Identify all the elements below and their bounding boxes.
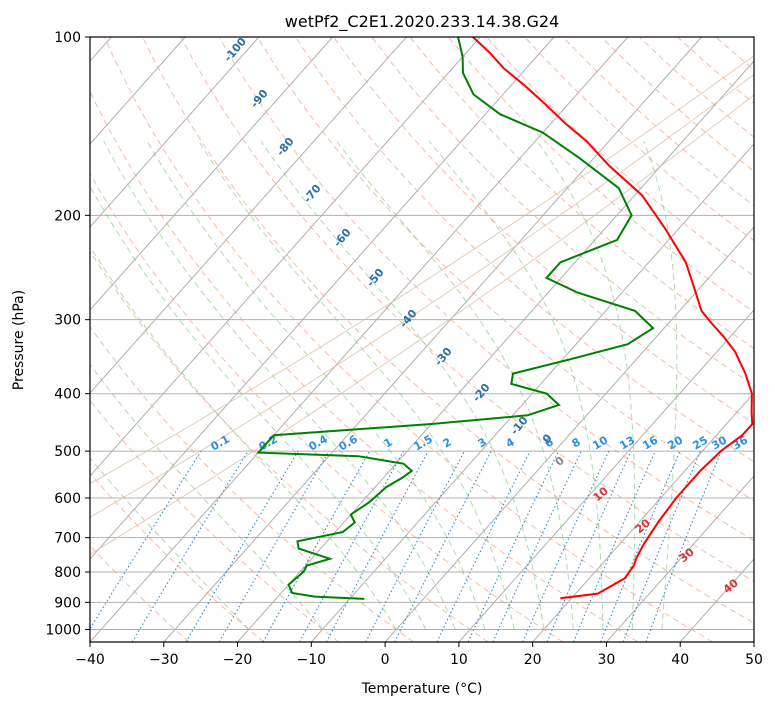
x-tick-label: −40 xyxy=(75,652,105,668)
x-axis-label: Temperature (°C) xyxy=(361,681,483,697)
x-tick-label: 10 xyxy=(450,652,468,668)
y-axis-label: Pressure (hPa) xyxy=(11,290,27,390)
y-tick-label: 300 xyxy=(54,313,81,329)
y-tick-label: 100 xyxy=(54,30,81,46)
x-tick-label: 50 xyxy=(745,652,763,668)
y-tick-label: 700 xyxy=(54,531,81,547)
x-tick-label: −20 xyxy=(223,652,253,668)
y-tick-label: 600 xyxy=(54,491,81,507)
y-tick-label: 1000 xyxy=(45,622,81,638)
x-tick-label: −10 xyxy=(297,652,327,668)
x-tick-label: −30 xyxy=(149,652,179,668)
y-tick-label: 500 xyxy=(54,444,81,460)
x-tick-label: 40 xyxy=(671,652,689,668)
x-tick-label: 0 xyxy=(381,652,390,668)
x-tick-label: 20 xyxy=(524,652,542,668)
x-tick-label: 30 xyxy=(598,652,616,668)
y-tick-label: 800 xyxy=(54,565,81,581)
y-tick-label: 200 xyxy=(54,208,81,224)
y-tick-label: 400 xyxy=(54,387,81,403)
y-tick-label: 900 xyxy=(54,595,81,611)
chart-title: wetPf2_C2E1.2020.233.14.38.G24 xyxy=(285,12,559,32)
